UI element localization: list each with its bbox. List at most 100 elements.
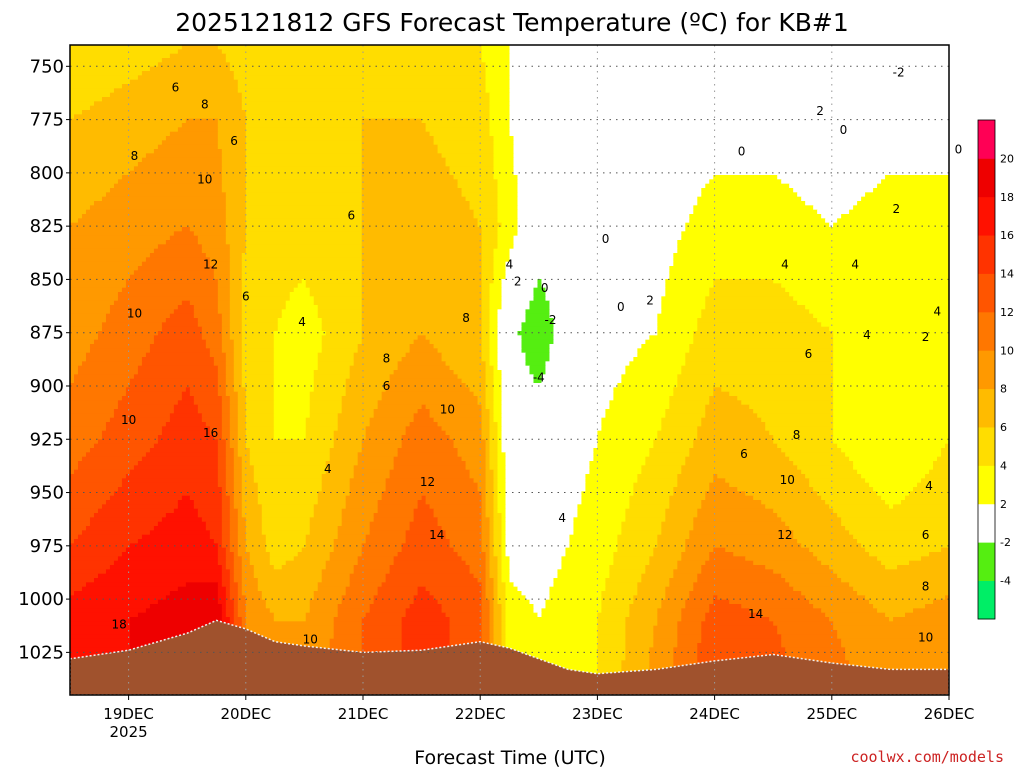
temperature-cell: [245, 231, 363, 237]
temperature-cell: [237, 552, 251, 557]
temperature-cell: [70, 227, 183, 232]
temperature-cell: [833, 331, 949, 336]
temperature-cell: [245, 443, 335, 449]
temperature-cell: [649, 660, 674, 666]
temperature-cell: [70, 214, 83, 219]
temperature-cell: [361, 643, 403, 648]
temperature-cell: [237, 448, 251, 453]
temperature-cell: [74, 591, 171, 596]
temperature-cell: [70, 378, 75, 384]
temperature-cell: [217, 582, 223, 588]
temperature-cell: [493, 153, 515, 159]
temperature-cell: [581, 491, 634, 497]
temperature-cell: [513, 240, 678, 245]
temperature-cell: [505, 261, 674, 267]
temperature-cell: [933, 461, 949, 466]
temperature-cell: [841, 521, 949, 527]
temperature-cell: [509, 556, 563, 562]
temperature-cell: [361, 144, 439, 150]
temperature-cell: [137, 75, 235, 81]
temperature-cell: [505, 526, 575, 531]
temperature-cell: [833, 439, 949, 445]
temperature-cell: [669, 270, 949, 276]
temperature-cell: [193, 400, 223, 406]
temperature-cell: [833, 370, 949, 375]
temperature-cell: [237, 79, 487, 85]
temperature-cell: [509, 105, 949, 111]
temperature-cell: [853, 461, 934, 466]
temperature-cell: [153, 335, 203, 341]
temperature-cell: [489, 521, 495, 527]
temperature-cell: [361, 313, 483, 319]
temperature-cell: [833, 361, 949, 367]
temperature-cell: [361, 331, 483, 336]
temperature-cell: [265, 543, 307, 549]
temperature-cell: [429, 339, 483, 345]
temperature-cell: [109, 565, 223, 570]
temperature-cell: [549, 357, 634, 362]
temperature-cell: [585, 482, 634, 488]
temperature-cell: [765, 565, 830, 570]
temperature-cell: [245, 196, 363, 202]
temperature-cell: [489, 127, 511, 133]
temperature-cell: [649, 651, 674, 657]
temperature-cell: [70, 638, 131, 644]
temperature-cell: [361, 244, 483, 250]
temperature-cell: [225, 482, 235, 488]
temperature-cell: [70, 201, 95, 206]
temperature-cell: [677, 248, 949, 254]
temperature-cell: [337, 413, 375, 419]
temperature-cell: [621, 530, 662, 536]
temperature-cell: [149, 66, 231, 72]
temperature-cell: [505, 586, 519, 592]
temperature-cell: [249, 556, 271, 562]
temperature-cell: [489, 530, 495, 536]
temperature-cell: [841, 214, 949, 219]
temperature-cell: [221, 495, 231, 501]
temperature-cell: [577, 513, 626, 518]
temperature-cell: [685, 461, 794, 466]
temperature-cell: [261, 513, 315, 518]
temperature-cell: [785, 647, 846, 653]
temperature-cell: [505, 617, 598, 622]
temperature-cell: [493, 374, 503, 380]
temperature-cell: [497, 183, 519, 189]
temperature-cell: [217, 560, 227, 566]
temperature-cell: [693, 521, 786, 527]
temperature-cell: [461, 556, 487, 562]
temperature-cell: [501, 292, 535, 297]
temperature-cell: [241, 456, 251, 462]
temperature-cell: [229, 500, 235, 505]
temperature-cell: [81, 530, 151, 536]
temperature-cell: [353, 569, 391, 575]
temperature-cell: [493, 391, 503, 397]
contour-label: 4: [925, 479, 933, 493]
temperature-cell: [545, 292, 666, 297]
temperature-cell: [437, 348, 483, 354]
temperature-cell: [221, 344, 235, 349]
temperature-cell: [481, 348, 491, 354]
temperature-cell: [245, 244, 363, 250]
temperature-cell: [489, 465, 499, 471]
temperature-cell: [705, 612, 762, 618]
temperature-cell: [941, 547, 949, 553]
temperature-cell: [481, 422, 491, 427]
temperature-cell: [745, 556, 818, 562]
temperature-cell: [657, 430, 698, 436]
temperature-cell: [213, 357, 227, 362]
temperature-cell: [597, 430, 658, 436]
temperature-cell: [541, 612, 598, 618]
temperature-cell: [489, 543, 495, 549]
temperature-cell: [357, 461, 395, 466]
temperature-cell: [233, 604, 239, 609]
temperature-cell: [225, 608, 235, 614]
temperature-cell: [361, 296, 483, 302]
temperature-cell: [245, 612, 275, 618]
temperature-cell: [493, 500, 499, 505]
temperature-cell: [625, 517, 666, 523]
temperature-cell: [553, 331, 658, 336]
temperature-cell: [333, 439, 363, 445]
temperature-cell: [493, 140, 515, 146]
temperature-cell: [625, 625, 654, 631]
